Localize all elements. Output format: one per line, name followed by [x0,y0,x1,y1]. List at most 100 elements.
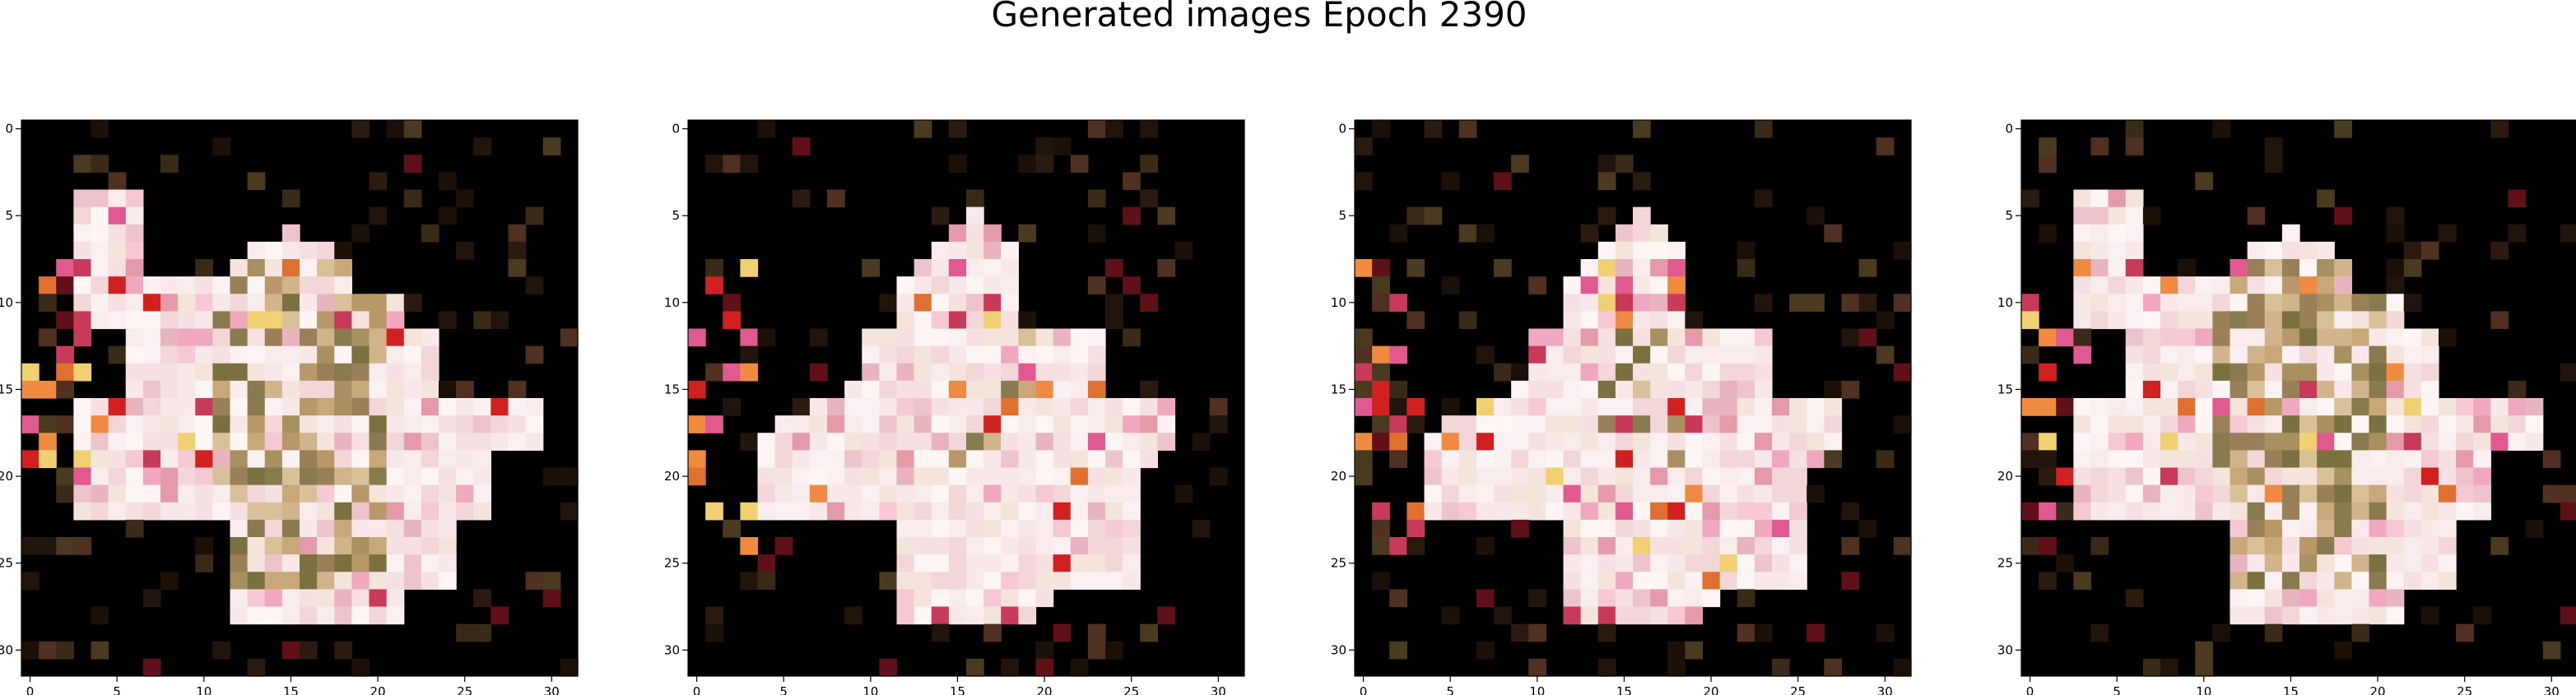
pixel [1737,363,1755,382]
pixel [2334,641,2352,660]
pixel [2230,328,2248,347]
pixel [439,502,457,521]
pixel [351,328,370,347]
pixel [1633,172,1651,191]
pixel [2142,345,2161,364]
pixel [1355,345,1373,364]
pixel [2473,450,2491,469]
pixel [2178,259,2196,277]
pixel [1035,589,1054,608]
pixel [1035,380,1054,399]
pixel [1615,398,1634,416]
pixel [195,294,213,312]
pixel [1494,502,1512,521]
pixel [948,415,967,433]
pixel [195,328,213,347]
pixel [1123,276,1141,294]
pixel [774,537,793,555]
pixel [2317,484,2335,503]
pixel [2299,398,2318,416]
pixel [862,484,880,503]
pixel [247,589,266,608]
pixel [2178,398,2196,416]
pixel [2299,415,2318,433]
pixel [2073,502,2092,521]
pixel [560,467,579,486]
pixel [1841,380,1860,399]
pixel [2420,502,2439,521]
pixel [2281,433,2300,451]
pixel [2195,294,2213,312]
pixel [195,276,213,294]
pixel [2403,433,2422,451]
pixel [1494,172,1512,191]
pixel [1702,380,1721,399]
pixel [1355,172,1373,191]
pixel [1528,589,1546,608]
pixel [351,311,370,330]
pixel [2039,363,2057,382]
pixel [948,519,967,538]
pixel [1650,294,1668,312]
pixel [386,502,405,521]
pixel [1702,328,1721,347]
pixel [2073,484,2092,503]
pixel [1123,554,1141,572]
pixel [914,450,932,469]
pixel [948,311,967,330]
pixel [2039,155,2057,173]
pixel [948,398,967,416]
pixel [1841,328,1860,347]
pixel [1597,433,1616,451]
pixel [1372,120,1390,138]
x-tick-label: 10 [1529,684,1545,695]
pixel [2456,433,2474,451]
pixel [1702,450,1721,469]
pixel [1389,380,1407,399]
pixel [2195,450,2213,469]
pixel [386,606,405,625]
pixel [1580,502,1599,521]
pixel [247,311,266,330]
pixel [386,380,405,399]
pixel [21,537,40,555]
pixel [1772,519,1790,538]
pixel [983,606,1002,625]
pixel [792,502,811,521]
pixel [1876,311,1895,330]
pixel [386,484,405,503]
y-tick-label: 5 [1338,208,1346,223]
pixel [1633,276,1651,294]
pixel [108,502,127,521]
pixel [844,450,863,469]
pixel [1667,328,1686,347]
pixel [403,155,422,173]
pixel [2090,259,2109,277]
pixel [212,363,231,382]
pixel [2351,294,2370,312]
pixel [386,120,405,138]
pixel [1070,328,1089,347]
pixel [1667,589,1686,608]
pixel [2317,311,2335,330]
pixel [1087,623,1106,642]
pixel [281,345,300,364]
pixel [508,241,527,260]
pixel [542,137,561,155]
pixel [456,380,474,399]
pixel [1737,241,1755,260]
pixel [91,206,109,225]
pixel [2264,415,2283,433]
pixel [1597,606,1616,625]
pixel [1824,224,1843,243]
pixel [2369,415,2388,433]
pixel [2473,398,2491,416]
pixel [914,294,932,312]
pixel [1685,398,1704,416]
pixel [1650,328,1668,347]
pixel [281,189,300,208]
pixel [300,537,318,555]
pixel [91,641,109,660]
pixel [2247,433,2266,451]
